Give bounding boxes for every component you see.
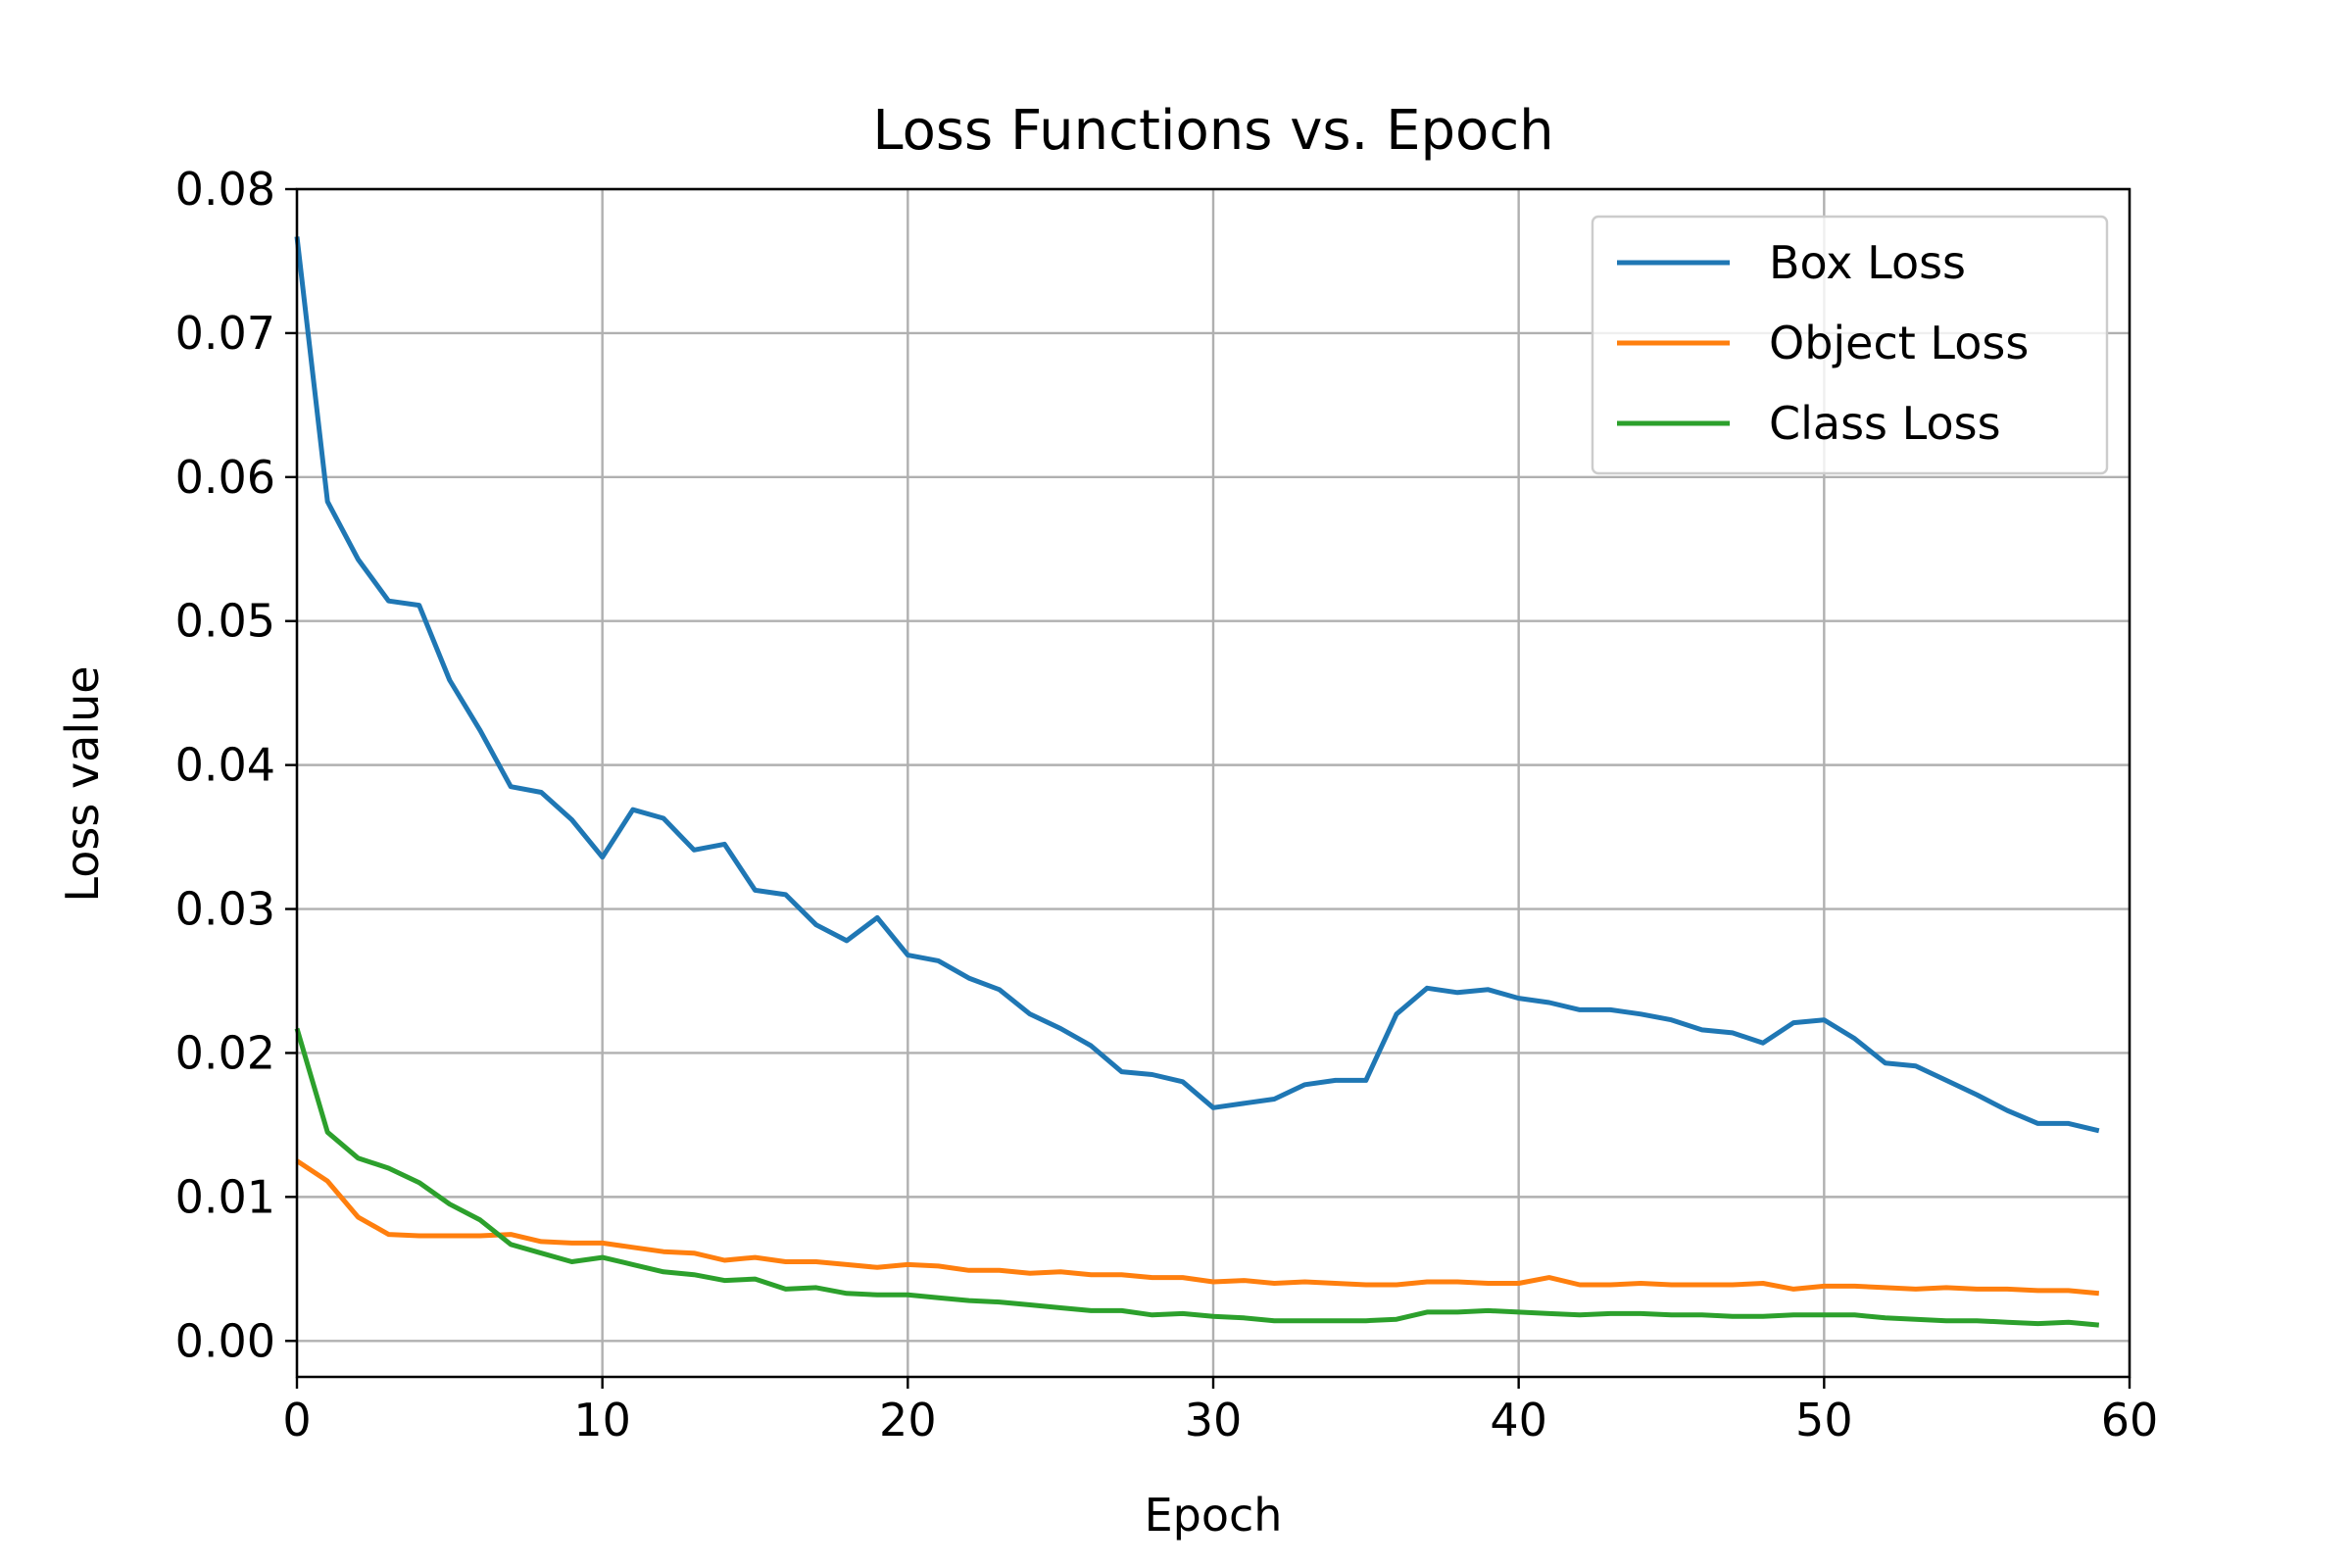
x-tick-label: 20: [879, 1394, 937, 1446]
y-tick-label: 0.06: [175, 451, 275, 504]
grid: [295, 187, 2132, 1377]
x-tick-label: 10: [573, 1394, 631, 1446]
legend-label-object-loss: Object Loss: [1769, 317, 2029, 369]
x-axis-ticks: 0 10 20 30 40 50 60: [282, 1377, 2158, 1446]
y-tick-label: 0.07: [175, 307, 275, 360]
y-axis-label: Loss value: [56, 665, 109, 902]
chart-title: Loss Functions vs. Epoch: [872, 99, 1553, 163]
y-tick-label: 0.00: [175, 1314, 275, 1367]
series-layer: [294, 236, 2100, 1328]
y-tick-label: 0.03: [175, 883, 275, 936]
legend-label-box-loss: Box Loss: [1769, 236, 1966, 289]
legend: Box Loss Object Loss Class Loss: [1591, 215, 2109, 475]
y-tick-label: 0.08: [175, 163, 275, 216]
y-axis-ticks: 0.00 0.01 0.02 0.03 0.04 0.05 0.06 0.07 0.08: [175, 163, 297, 1367]
x-tick-label: 0: [282, 1394, 311, 1446]
x-axis-label: Epoch: [1145, 1489, 1283, 1542]
legend-label-class-loss: Class Loss: [1769, 397, 2001, 450]
series-line-box-loss: [294, 236, 2100, 1134]
y-tick-label: 0.02: [175, 1026, 275, 1079]
x-tick-label: 40: [1490, 1394, 1547, 1446]
legend-box: [1591, 215, 2109, 475]
x-tick-label: 50: [1795, 1394, 1853, 1446]
series-line-object-loss: [295, 1158, 2100, 1297]
x-tick-label: 30: [1185, 1394, 1243, 1446]
y-tick-label: 0.05: [175, 595, 275, 648]
x-tick-label: 60: [2101, 1394, 2159, 1446]
series-line-class-loss: [294, 1027, 2100, 1328]
y-tick-label: 0.04: [175, 739, 275, 792]
y-tick-label: 0.01: [175, 1170, 275, 1223]
